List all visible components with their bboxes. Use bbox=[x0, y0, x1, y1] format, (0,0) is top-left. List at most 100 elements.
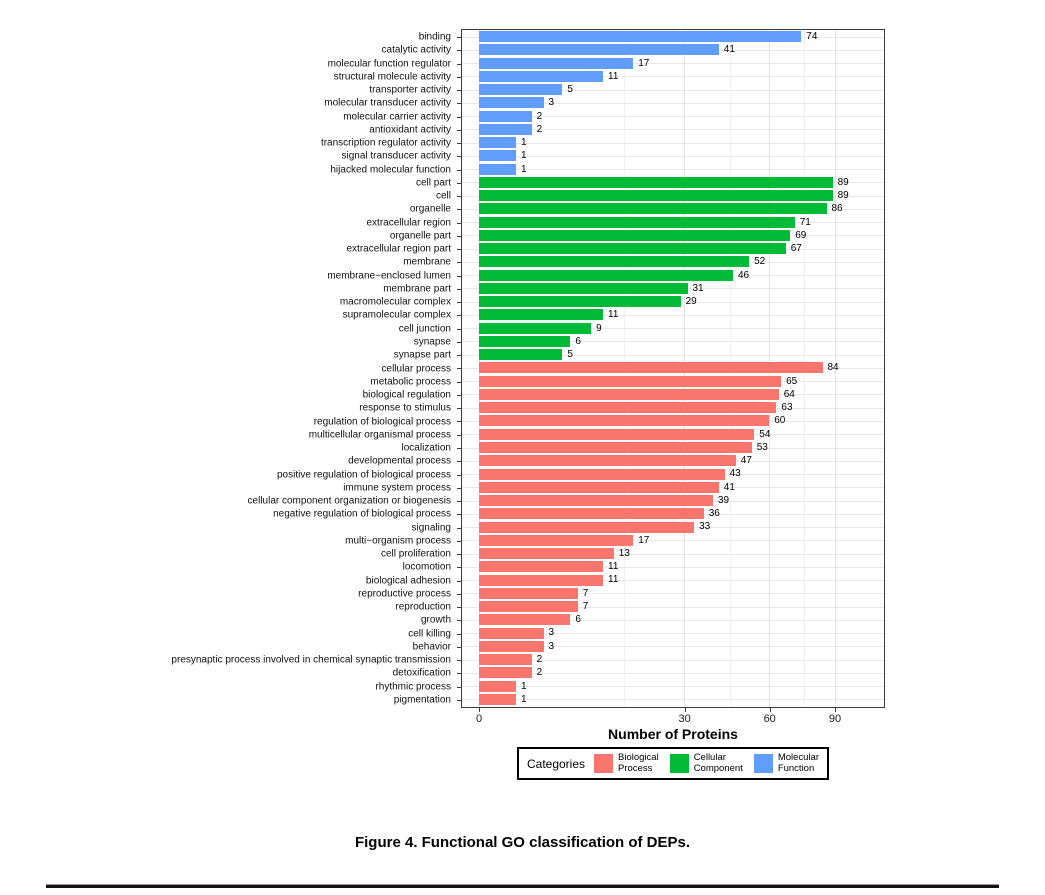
y-axis-label-row: membrane−enclosed lumen bbox=[0, 269, 461, 282]
bar-value-label: 60 bbox=[774, 415, 786, 427]
bar bbox=[478, 190, 833, 202]
bar-value-label: 69 bbox=[795, 229, 807, 241]
y-axis-label: presynaptic process involved in chemical… bbox=[171, 654, 451, 666]
y-axis-label-row: molecular carrier activity bbox=[0, 110, 461, 123]
y-tick bbox=[457, 368, 461, 370]
bar-row: 2 bbox=[462, 110, 884, 123]
y-axis-label: extracellular region part bbox=[346, 243, 452, 255]
bar bbox=[478, 322, 592, 334]
h-gridline bbox=[462, 142, 884, 144]
bar bbox=[478, 640, 544, 652]
y-axis-label-row: cell junction bbox=[0, 322, 461, 335]
y-axis-label: cell junction bbox=[398, 323, 451, 335]
bar-row: 17 bbox=[462, 534, 884, 547]
y-axis-label: structural molecule activity bbox=[333, 71, 451, 83]
bar bbox=[478, 415, 770, 427]
y-axis-label: organelle bbox=[409, 203, 451, 215]
y-tick bbox=[457, 527, 461, 529]
y-axis-label: cellular component organization or bioge… bbox=[247, 495, 451, 507]
bar bbox=[478, 216, 795, 228]
y-tick bbox=[457, 275, 461, 277]
y-axis-label-row: multicellular organismal process bbox=[0, 428, 461, 441]
bar-value-label: 7 bbox=[582, 600, 589, 612]
bar bbox=[478, 282, 688, 294]
y-tick bbox=[457, 660, 461, 662]
bar bbox=[478, 309, 603, 321]
y-axis-label: multi−organism process bbox=[345, 535, 451, 547]
bar bbox=[478, 335, 571, 347]
bar bbox=[478, 680, 516, 692]
bar-value-label: 33 bbox=[699, 521, 711, 533]
bar-row: 43 bbox=[462, 467, 884, 480]
bar-value-label: 6 bbox=[575, 335, 581, 347]
bar-value-label: 41 bbox=[723, 481, 735, 493]
h-gridline bbox=[462, 580, 884, 582]
bar bbox=[478, 31, 802, 43]
bar-value-label: 9 bbox=[596, 322, 602, 334]
y-axis-label: transporter activity bbox=[369, 84, 451, 96]
bar-row: 33 bbox=[462, 520, 884, 533]
h-gridline bbox=[462, 633, 884, 635]
y-tick bbox=[457, 540, 461, 542]
h-gridline bbox=[462, 354, 884, 356]
y-axis-label: signal transducer activity bbox=[341, 150, 452, 162]
legend-label: Molecular Function bbox=[777, 752, 819, 774]
y-axis-label-row: antioxidant activity bbox=[0, 123, 461, 136]
h-gridline bbox=[462, 699, 884, 701]
y-axis-label-row: macromolecular complex bbox=[0, 296, 461, 309]
y-axis-label: cell killing bbox=[408, 628, 451, 640]
y-tick bbox=[457, 209, 461, 211]
y-axis-label: extracellular region bbox=[366, 217, 452, 229]
h-gridline bbox=[462, 102, 884, 104]
y-tick bbox=[457, 103, 461, 105]
y-tick bbox=[457, 129, 461, 131]
y-axis-label: catalytic activity bbox=[381, 44, 451, 56]
y-axis-label: cell part bbox=[415, 177, 451, 189]
y-axis-label-row: organelle bbox=[0, 203, 461, 216]
legend-item: Cellular Component bbox=[669, 752, 743, 774]
bar-row: 47 bbox=[462, 454, 884, 467]
y-axis-label: multicellular organismal process bbox=[308, 429, 451, 441]
bar-value-label: 36 bbox=[708, 508, 720, 520]
y-axis-label: organelle part bbox=[389, 230, 451, 242]
bar-value-label: 52 bbox=[754, 256, 766, 268]
y-axis-label-row: behavior bbox=[0, 640, 461, 653]
y-axis-label: membrane bbox=[403, 256, 451, 268]
bar-row: 2 bbox=[462, 653, 884, 666]
y-tick bbox=[457, 156, 461, 158]
y-axis-label: pigmentation bbox=[393, 694, 451, 706]
legend-label: Biological Process bbox=[618, 752, 659, 774]
bar-value-label: 11 bbox=[608, 574, 619, 586]
y-axis-label-row: membrane bbox=[0, 256, 461, 269]
bar bbox=[478, 97, 544, 109]
y-axis-label: biological adhesion bbox=[365, 575, 451, 587]
y-tick bbox=[457, 408, 461, 410]
y-axis-label-row: cell killing bbox=[0, 627, 461, 640]
y-tick bbox=[457, 328, 461, 330]
bar bbox=[478, 70, 603, 82]
chart-panel: 74 41 17 11 5 3 2 bbox=[461, 29, 885, 708]
bar bbox=[478, 110, 532, 122]
y-axis-label: signaling bbox=[411, 522, 451, 534]
bar bbox=[478, 296, 681, 308]
bar bbox=[478, 601, 578, 613]
bar-value-label: 17 bbox=[638, 57, 650, 69]
y-axis-label-row: response to stimulus bbox=[0, 402, 461, 415]
bar bbox=[478, 574, 603, 586]
y-tick bbox=[457, 143, 461, 145]
y-axis-label-row: catalytic activity bbox=[0, 44, 461, 57]
h-gridline bbox=[462, 593, 884, 595]
bar bbox=[478, 561, 603, 573]
bar bbox=[478, 388, 779, 400]
y-axis-label-row: binding bbox=[0, 31, 461, 44]
bar-row: 9 bbox=[462, 322, 884, 335]
y-axis-label-row: cell part bbox=[0, 176, 461, 189]
x-tick bbox=[835, 708, 836, 712]
bar bbox=[478, 654, 532, 666]
bar-row: 11 bbox=[462, 70, 884, 83]
y-axis-label-row: reproductive process bbox=[0, 587, 461, 600]
y-axis-label-row: positive regulation of biological proces… bbox=[0, 468, 461, 481]
y-axis-label: positive regulation of biological proces… bbox=[277, 469, 451, 481]
bar-row: 54 bbox=[462, 428, 884, 441]
h-gridline bbox=[462, 619, 884, 621]
